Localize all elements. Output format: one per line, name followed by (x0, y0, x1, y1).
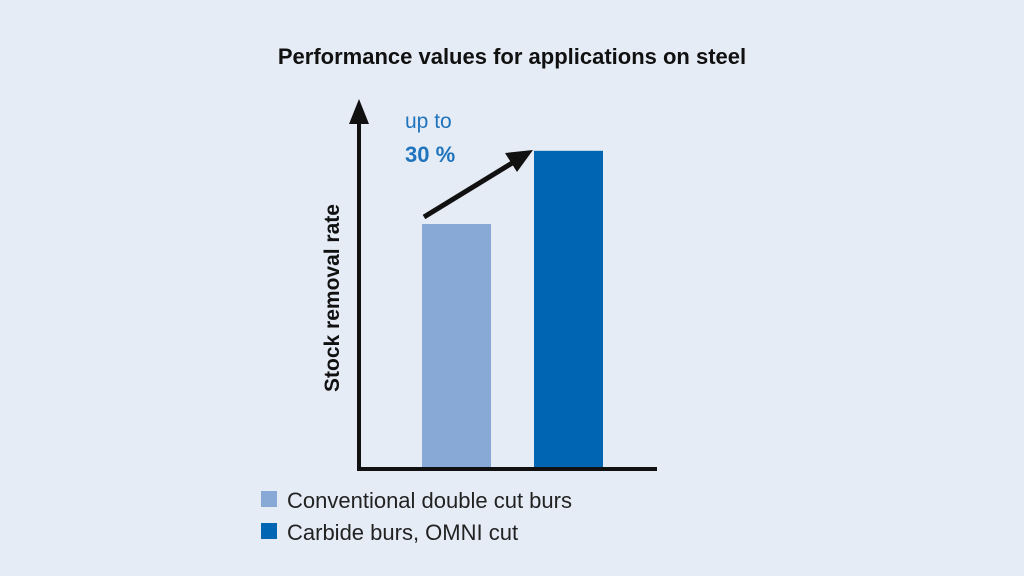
legend-label-conventional: Conventional double cut burs (287, 488, 572, 513)
legend-label-carbide: Carbide burs, OMNI cut (287, 520, 518, 545)
legend: Conventional double cut burs Carbide bur… (261, 488, 572, 545)
bar-carbide (534, 150, 603, 469)
chart-title: Performance values for applications on s… (278, 44, 746, 69)
bar-conventional (422, 224, 491, 468)
annotation-up-to: up to (405, 110, 452, 133)
annotation-percent: 30 % (405, 142, 455, 167)
increase-arrow (422, 154, 524, 220)
y-axis-arrowhead-icon (349, 99, 369, 124)
legend-swatch-conventional (261, 491, 277, 507)
increase-arrowhead-icon (505, 150, 533, 172)
legend-swatch-carbide (261, 523, 277, 539)
y-axis-label: Stock removal rate (321, 204, 344, 392)
